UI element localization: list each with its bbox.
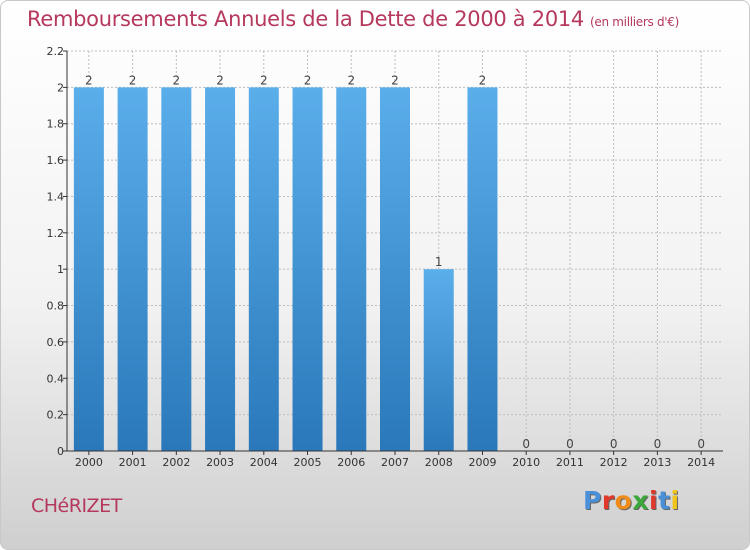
y-tick-label: 2.2 [47, 45, 65, 58]
x-tick-label: 2001 [119, 456, 147, 469]
bars [73, 87, 498, 451]
y-tick-label: 0.2 [47, 409, 65, 422]
data-label: 2 [304, 73, 312, 87]
x-tick-label: 2010 [512, 456, 540, 469]
y-tick-label: 2 [57, 81, 64, 94]
data-label: 2 [173, 73, 181, 87]
bar-2007 [380, 87, 410, 451]
chart-title-text: Remboursements Annuels de la Dette de 20… [27, 7, 584, 31]
data-label: 2 [85, 73, 93, 87]
data-label: 0 [610, 437, 618, 451]
logo-letter: i [649, 486, 659, 515]
bar-2008 [423, 269, 454, 451]
bar-2004 [248, 87, 279, 451]
y-tick-label: 1.6 [47, 154, 65, 167]
data-label: 0 [697, 437, 705, 451]
y-tick-label: 0.8 [47, 300, 65, 313]
bar-2006 [336, 87, 367, 451]
data-label: 1 [435, 255, 443, 269]
data-label: 0 [654, 437, 662, 451]
commune-name: CHéRIZET [31, 495, 122, 517]
data-label: 2 [347, 73, 355, 87]
logo-letter: r [601, 486, 615, 515]
data-label: 2 [391, 73, 399, 87]
data-label: 0 [522, 437, 530, 451]
chart-title: Remboursements Annuels de la Dette de 20… [27, 7, 679, 31]
x-tick-label: 2012 [600, 456, 628, 469]
proxiti-logo: Proxiti [583, 486, 680, 515]
bar-2002 [161, 87, 192, 451]
logo-letter: t [658, 486, 671, 515]
y-tick-label: 1.8 [47, 118, 65, 131]
x-tick-label: 2008 [425, 456, 453, 469]
y-tick-label: 1.4 [47, 190, 65, 203]
bar-2003 [205, 87, 236, 451]
logo-letter: i [670, 486, 680, 515]
x-tick-label: 2011 [556, 456, 584, 469]
data-label: 2 [129, 73, 137, 87]
x-tick-label: 2013 [643, 456, 671, 469]
logo-letter: o [614, 486, 633, 515]
bar-2005 [292, 87, 323, 451]
data-label: 0 [566, 437, 574, 451]
x-tick-label: 2002 [162, 456, 190, 469]
data-labels: 2 2 2 2 2 2 2 2 1 2 0 0 0 0 0 [85, 73, 705, 451]
x-tick-label: 2005 [294, 456, 322, 469]
bar-2000 [73, 87, 104, 451]
logo-letter: P [583, 486, 602, 515]
y-tick-label: 0.6 [47, 336, 65, 349]
bar-2009 [467, 87, 498, 451]
data-label: 2 [479, 73, 487, 87]
x-tick-label: 2014 [687, 456, 715, 469]
bar-2001 [117, 87, 148, 451]
x-tick-label: 2003 [206, 456, 234, 469]
y-tick-label: 0.4 [47, 372, 65, 385]
y-tick-label: 1.2 [47, 227, 65, 240]
x-tick-label: 2004 [250, 456, 278, 469]
x-tick-label: 2009 [468, 456, 496, 469]
logo-letter: x [632, 486, 649, 515]
y-tick-label: 0 [57, 445, 64, 458]
y-tick-label: 1 [57, 263, 64, 276]
chart-unit: (en milliers d'€) [590, 15, 680, 29]
x-tick-label: 2006 [337, 456, 365, 469]
data-label: 2 [216, 73, 224, 87]
x-tick-label: 2007 [381, 456, 409, 469]
data-label: 2 [260, 73, 268, 87]
x-tick-label: 2000 [75, 456, 103, 469]
